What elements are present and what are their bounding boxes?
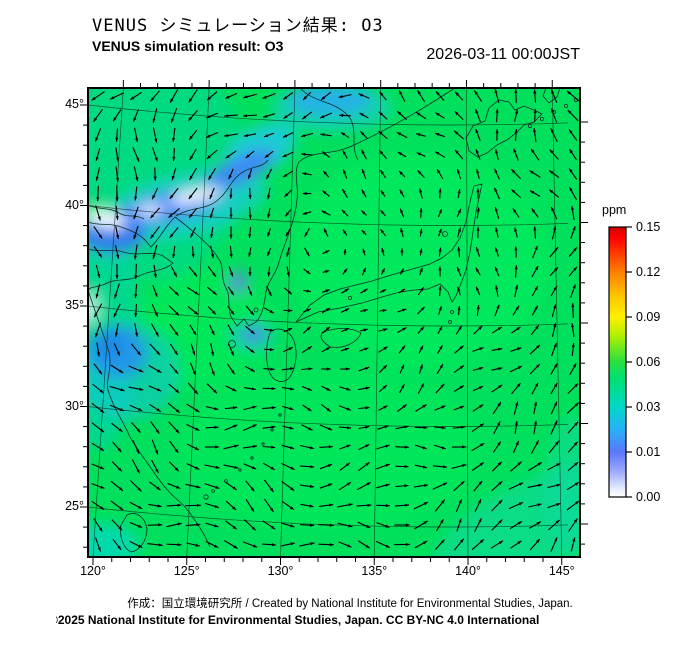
lat-tick-label: 45° [65, 97, 84, 111]
lon-tick-label: 145° [548, 564, 575, 578]
colorbar-tick-label: 0.00 [636, 490, 661, 504]
page-title-english: VENUS simulation result: O3 [92, 38, 284, 54]
credit-line-1: 作成：国立環境研究所 / Created by National Institu… [127, 598, 573, 610]
lat-tick-label: 25° [65, 499, 84, 513]
colorbar-unit-label: ppm [602, 203, 627, 217]
colorbar [608, 226, 627, 498]
lon-tick-label: 130° [267, 564, 294, 578]
lon-tick-label: 120° [80, 564, 106, 578]
lon-tick-label: 125° [173, 564, 200, 578]
colorbar-tick-label: 0.01 [636, 445, 661, 459]
valid-time-label: 2026-03-11 00:00JST [426, 46, 580, 63]
page-title-japanese: VENUS シミュレーション結果: O3 [92, 16, 384, 36]
lat-tick-label: 35° [65, 298, 84, 312]
lon-tick-label: 135° [361, 564, 388, 578]
wind-vectors [91, 88, 580, 552]
colorbar-tick-label: 0.03 [636, 400, 661, 414]
coastlines [88, 88, 579, 553]
colorbar-tick-label: 0.15 [636, 220, 661, 234]
o3-field-layer [88, 88, 580, 557]
map-frame [87, 87, 581, 558]
colorbar-tick-label: 0.09 [636, 310, 661, 324]
graticule-grid-lines [88, 88, 569, 557]
lat-tick-label: 30° [65, 398, 84, 413]
colorbar-tick-label: 0.12 [636, 265, 661, 279]
credit-line-2-clip: ©2025 National Institute for Environment… [56, 613, 700, 630]
colorbar-tick-label: 0.06 [636, 355, 661, 369]
lon-tick-label: 140° [455, 564, 481, 578]
credit-line-2: ©2025 National Institute for Environment… [56, 613, 540, 627]
lat-tick-label: 40° [65, 197, 84, 212]
